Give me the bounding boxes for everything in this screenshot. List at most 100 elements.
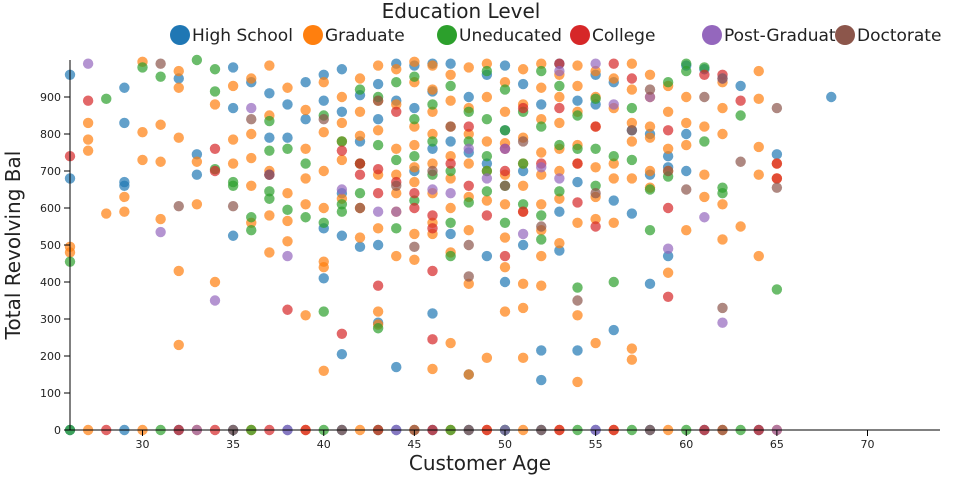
data-point	[463, 369, 474, 380]
data-point	[282, 304, 293, 315]
data-point	[771, 102, 783, 114]
x-tick-label: 65	[770, 438, 784, 451]
data-point	[644, 225, 656, 236]
data-point	[173, 65, 184, 77]
data-point	[662, 267, 674, 278]
data-point	[771, 182, 783, 193]
data-point	[445, 250, 456, 262]
data-point	[608, 158, 619, 169]
y-tick-label: 0	[54, 424, 61, 437]
data-point	[608, 99, 619, 110]
data-point	[409, 151, 420, 162]
data-point	[626, 58, 638, 69]
data-point	[391, 361, 402, 373]
data-point	[517, 165, 529, 177]
data-point	[445, 217, 456, 228]
data-point	[372, 60, 384, 71]
data-point	[282, 204, 293, 216]
data-point	[173, 265, 184, 277]
data-point	[246, 114, 257, 125]
data-point	[481, 173, 493, 184]
data-point	[427, 210, 438, 221]
data-point	[499, 217, 511, 228]
data-point	[300, 158, 311, 169]
data-point	[590, 143, 601, 154]
data-point	[155, 119, 166, 130]
data-point	[227, 62, 239, 73]
data-point	[608, 276, 619, 288]
legend-item-doctorate: Doctorate	[835, 25, 941, 46]
data-point	[717, 128, 728, 140]
data-point	[445, 228, 456, 240]
data-point	[735, 110, 746, 121]
data-point	[608, 58, 619, 69]
data-point	[101, 208, 112, 219]
data-point	[372, 139, 384, 151]
data-point	[409, 71, 420, 82]
data-point	[82, 134, 94, 145]
data-point	[354, 106, 366, 118]
data-point	[300, 114, 311, 125]
data-point	[554, 58, 565, 69]
legend-item-post-graduate: Post-Graduate	[702, 25, 846, 46]
data-point	[445, 158, 456, 169]
data-point	[372, 223, 384, 234]
data-point	[626, 343, 638, 354]
data-point	[282, 250, 293, 262]
y-tick-label: 500	[40, 239, 61, 252]
data-point	[445, 136, 456, 147]
data-point	[481, 195, 493, 206]
data-point	[699, 69, 710, 81]
data-point	[137, 62, 148, 73]
data-point	[554, 186, 565, 197]
data-point	[699, 91, 710, 103]
data-point	[427, 106, 438, 118]
data-point	[191, 54, 203, 66]
data-point	[372, 114, 384, 125]
data-point	[282, 215, 293, 227]
data-point	[499, 199, 511, 210]
legend-swatch	[170, 25, 190, 45]
data-point	[554, 102, 565, 114]
data-point	[427, 84, 438, 95]
data-point	[463, 121, 474, 132]
data-point	[717, 73, 728, 84]
data-point	[590, 221, 601, 232]
data-point	[318, 262, 329, 273]
data-point	[572, 376, 583, 388]
data-point	[536, 114, 547, 125]
legend-label: High School	[192, 26, 293, 46]
data-point	[209, 99, 221, 110]
data-point	[119, 191, 130, 203]
data-point	[626, 117, 638, 129]
legend-item-college: College	[570, 25, 655, 46]
data-point	[554, 237, 565, 249]
data-point	[427, 334, 438, 345]
data-point	[409, 139, 420, 151]
data-point	[409, 202, 420, 214]
x-tick-label: 55	[589, 438, 603, 451]
data-point	[662, 77, 674, 88]
data-point	[644, 121, 656, 132]
data-point	[699, 121, 710, 132]
data-point	[481, 136, 493, 147]
data-point	[662, 291, 674, 302]
legend-item-high-school: High School	[170, 25, 293, 46]
data-point	[572, 345, 583, 356]
data-point	[699, 136, 710, 147]
data-point	[427, 223, 438, 234]
data-point	[209, 165, 221, 177]
data-point	[282, 236, 293, 247]
data-point	[155, 71, 166, 82]
data-point	[662, 151, 674, 162]
data-point	[264, 210, 275, 221]
data-point	[644, 184, 656, 195]
legend-item-graduate: Graduate	[303, 25, 405, 46]
data-point	[626, 154, 638, 166]
data-point	[264, 169, 275, 180]
data-point	[536, 374, 547, 386]
data-point	[572, 143, 583, 154]
data-point	[517, 302, 529, 314]
data-point	[264, 88, 275, 99]
data-point	[155, 226, 166, 238]
